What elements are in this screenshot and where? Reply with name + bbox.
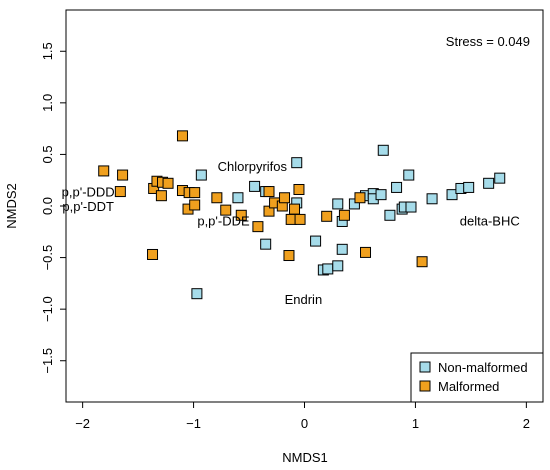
point-non-malformed (260, 238, 272, 250)
x-axis: −2 −1 0 1 2 (75, 401, 530, 431)
annotation-label: p,p'-DDD (62, 185, 115, 200)
y-tick-label: 1.0 (40, 94, 55, 112)
point-non-malformed (332, 198, 344, 210)
point-malformed (293, 183, 305, 195)
annotation-label: Endrin (285, 292, 323, 307)
point-malformed (294, 213, 306, 225)
y-tick-label: −1.5 (40, 348, 55, 374)
point-non-malformed (377, 144, 389, 156)
point-malformed (321, 210, 333, 222)
point-malformed (338, 209, 350, 221)
point-non-malformed (405, 201, 417, 213)
point-non-malformed (463, 181, 475, 193)
y-tick-label: −0.5 (40, 245, 55, 271)
stress-label: Stress = 0.049 (446, 34, 530, 49)
point-malformed (279, 192, 291, 204)
y-tick-label: 0.0 (40, 197, 55, 215)
point-malformed (360, 246, 372, 258)
point-malformed (252, 221, 264, 233)
y-tick-label: 0.5 (40, 145, 55, 163)
point-non-malformed (375, 189, 387, 201)
x-tick-label: −2 (75, 416, 90, 431)
point-malformed (416, 256, 428, 268)
plot-frame (65, 9, 544, 403)
point-malformed (117, 169, 129, 181)
point-non-malformed (332, 260, 344, 272)
point-malformed (263, 205, 275, 217)
point-malformed (114, 186, 126, 198)
point-malformed (354, 192, 366, 204)
point-malformed (155, 190, 167, 202)
point-non-malformed (191, 288, 203, 300)
point-non-malformed (384, 209, 396, 221)
y-tick-label: −1.0 (40, 296, 55, 322)
point-malformed (283, 250, 295, 262)
point-malformed (147, 248, 159, 260)
y-axis-title: NMDS2 (4, 183, 19, 229)
x-tick-label: 2 (523, 416, 530, 431)
legend-swatch-malformed (419, 380, 431, 392)
point-non-malformed (446, 189, 458, 201)
y-axis: −1.5 −1.0 −0.5 0.0 0.5 1.0 1.5 (40, 42, 67, 374)
point-non-malformed (322, 263, 334, 275)
point-malformed (98, 165, 110, 177)
point-non-malformed (348, 198, 360, 210)
point-malformed (189, 199, 201, 211)
point-malformed (162, 177, 174, 189)
x-tick-label: 0 (301, 416, 308, 431)
point-malformed (263, 186, 275, 198)
point-non-malformed (249, 180, 261, 192)
point-non-malformed (336, 243, 348, 255)
point-malformed (289, 203, 301, 215)
point-malformed (189, 187, 201, 199)
x-axis-title: NMDS1 (282, 450, 328, 465)
annotation-label: p,p'-DDE (197, 213, 250, 228)
point-non-malformed (403, 169, 415, 181)
point-malformed (211, 192, 223, 204)
legend-label-non-malformed: Non-malformed (438, 360, 528, 375)
point-non-malformed (483, 177, 495, 189)
point-malformed (235, 209, 247, 221)
annotation-label: Chlorpyrifos (218, 159, 288, 174)
annotation-label: p,p'-DDT (62, 199, 114, 214)
x-tick-label: −1 (186, 416, 201, 431)
data-points (98, 130, 506, 300)
legend-box (410, 352, 544, 403)
y-tick-label: 1.5 (40, 42, 55, 60)
point-non-malformed (310, 235, 322, 247)
x-tick-label: 1 (412, 416, 419, 431)
point-non-malformed (391, 181, 403, 193)
point-non-malformed (494, 172, 506, 184)
annotation-label: delta-BHC (460, 213, 520, 228)
point-malformed (176, 130, 188, 142)
point-non-malformed (232, 192, 244, 204)
legend-swatch-non-malformed (419, 361, 431, 373)
legend: Non-malformed Malformed (410, 352, 544, 403)
point-malformed (220, 204, 232, 216)
legend-label-malformed: Malformed (438, 379, 499, 394)
point-non-malformed (426, 193, 438, 205)
point-non-malformed (195, 169, 207, 181)
point-non-malformed (291, 157, 303, 169)
